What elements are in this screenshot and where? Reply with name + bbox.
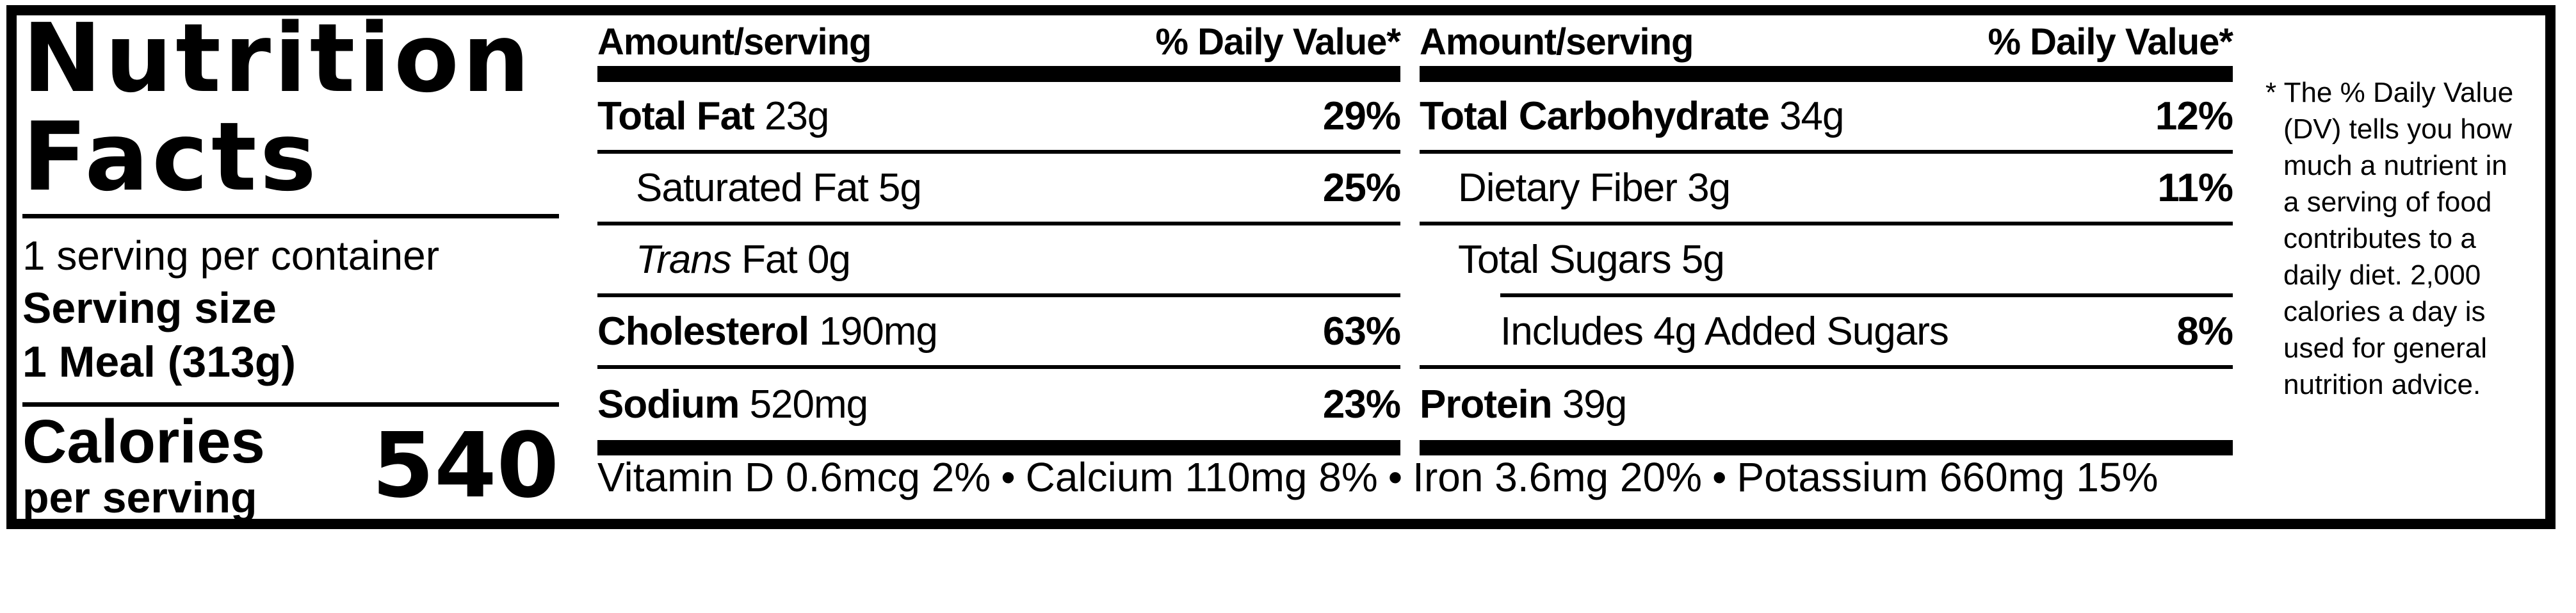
nutrient-amount: 5g	[878, 165, 922, 210]
nutrient-amount: 39g	[1562, 382, 1627, 427]
serving-size-label: Serving size	[22, 284, 277, 332]
thick-bar	[597, 66, 1400, 82]
label-identity-column: Nutrition Facts 1 serving per container …	[22, 9, 559, 522]
nutrient-name: Total Carbohydrate	[1420, 94, 1770, 138]
label-title-line2: Facts	[22, 102, 320, 212]
nutrient-amount: 23g	[764, 94, 829, 138]
daily-value-percent: 8%	[2176, 309, 2233, 354]
nutrient-column-2: Amount/serving % Daily Value* Total Carb…	[1420, 15, 2233, 455]
footnote-text: The % Daily Value (DV) tells you how muc…	[2283, 77, 2514, 400]
column-1-header-daily-value: % Daily Value*	[1155, 21, 1401, 63]
column-2-header-amount: Amount/serving	[1420, 21, 1694, 63]
nutrient-row-total-sugars: Total Sugars 5g	[1420, 225, 2233, 293]
nutrient-row-protein: Protein 39g	[1420, 369, 2233, 440]
nutrient-amount: 3g	[1687, 165, 1731, 210]
nutrient-name: Fat	[741, 237, 798, 282]
micronutrients-line: Vitamin D 0.6mcg 2% • Calcium 110mg 8% • Iro…	[597, 454, 2233, 501]
serving-size-value: 1 Meal (313g)	[22, 338, 296, 386]
footnote-paragraph: * The % Daily Value (DV) tells you how m…	[2265, 74, 2523, 403]
nutrient-amount: 520mg	[749, 382, 869, 427]
thick-bar	[1420, 66, 2233, 82]
nutrient-name: Saturated Fat	[636, 165, 869, 210]
column-1-header-amount: Amount/serving	[597, 21, 871, 63]
nutrient-text: Includes 4g Added Sugars	[1500, 309, 1949, 354]
nutrient-name: Total Sugars	[1458, 237, 1672, 282]
daily-value-percent: 11%	[2157, 165, 2233, 210]
label-title: Nutrition Facts	[22, 9, 533, 206]
daily-value-footnote: * The % Daily Value (DV) tells you how m…	[2265, 74, 2523, 403]
nutrient-text: Cholesterol 190mg	[597, 309, 938, 354]
nutrient-name: Total Fat	[597, 94, 755, 138]
calories-heading: Calories	[22, 407, 265, 476]
micronutrient-iron: Iron 3.6mg 20%	[1413, 454, 1702, 500]
micronutrient-calcium: Calcium 110mg 8%	[1025, 454, 1378, 500]
column-2-header-daily-value: % Daily Value*	[1988, 21, 2233, 63]
calories-value: 540	[371, 414, 559, 518]
nutrient-name: Includes 4g Added Sugars	[1500, 309, 1949, 354]
nutrient-text: Total Sugars 5g	[1458, 237, 1725, 282]
micronutrient-potassium: Potassium 660mg 15%	[1737, 454, 2159, 500]
micronutrient-vitamin-d: Vitamin D 0.6mcg 2%	[597, 454, 991, 500]
column-1-header: Amount/serving % Daily Value*	[597, 15, 1401, 66]
daily-value-percent: 29%	[1322, 94, 1401, 138]
nutrient-text: Dietary Fiber 3g	[1458, 165, 1731, 211]
thick-bar	[597, 440, 1400, 455]
nutrient-text: Trans Fat 0g	[636, 237, 851, 282]
nutrient-text: Sodium 520mg	[597, 382, 868, 427]
nutrient-column-1: Amount/serving % Daily Value* Total Fat …	[597, 15, 1401, 455]
daily-value-percent: 25%	[1322, 165, 1401, 210]
nutrient-row-trans-fat: Trans Fat 0g	[597, 225, 1400, 297]
column-2-header: Amount/serving % Daily Value*	[1420, 15, 2233, 66]
nutrient-amount: 0g	[807, 237, 851, 282]
nutrient-text: Saturated Fat 5g	[636, 165, 922, 211]
nutrient-name: Cholesterol	[597, 309, 809, 354]
nutrient-amount: 190mg	[819, 309, 938, 354]
nutrient-row-added-sugars: Includes 4g Added Sugars 8%	[1420, 297, 2233, 369]
nutrient-text: Total Fat 23g	[597, 94, 829, 139]
nutrient-row-sodium: Sodium 520mg 23%	[597, 369, 1401, 440]
daily-value-percent: 23%	[1322, 382, 1401, 427]
nutrient-name: Sodium	[597, 382, 740, 427]
nutrient-row-cholesterol: Cholesterol 190mg 63%	[597, 297, 1401, 369]
nutrient-row-total-fat: Total Fat 23g 29%	[597, 82, 1401, 154]
label-title-line1: Nutrition	[22, 3, 533, 113]
nutrient-text: Protein 39g	[1420, 382, 1627, 427]
footnote-asterisk: *	[2265, 77, 2277, 108]
calories-subheading: per serving	[22, 473, 257, 522]
daily-value-percent: 12%	[2155, 94, 2233, 138]
nutrient-row-dietary-fiber: Dietary Fiber 3g 11%	[1420, 154, 2233, 225]
nutrient-amount: 5g	[1681, 237, 1725, 282]
nutrient-text: Total Carbohydrate 34g	[1420, 94, 1845, 139]
bullet-separator: •	[1712, 454, 1727, 500]
nutrient-name: Protein	[1420, 382, 1553, 427]
indented-row-separator	[1500, 293, 2233, 297]
divider-under-serving	[22, 402, 559, 407]
bullet-separator: •	[1388, 454, 1403, 500]
thick-bar	[1420, 440, 2233, 455]
nutrition-facts-label: Nutrition Facts 1 serving per container …	[6, 5, 2556, 529]
nutrient-name: Dietary Fiber	[1458, 165, 1678, 210]
nutrient-amount: 34g	[1779, 94, 1844, 138]
divider-under-title	[22, 214, 559, 218]
nutrient-row-total-carbohydrate: Total Carbohydrate 34g 12%	[1420, 82, 2233, 154]
nutrient-name-italic: Trans	[636, 237, 732, 282]
daily-value-percent: 63%	[1322, 309, 1401, 354]
servings-per-container: 1 serving per container	[22, 233, 440, 279]
bullet-separator: •	[1001, 454, 1016, 500]
nutrient-row-saturated-fat: Saturated Fat 5g 25%	[597, 154, 1401, 225]
